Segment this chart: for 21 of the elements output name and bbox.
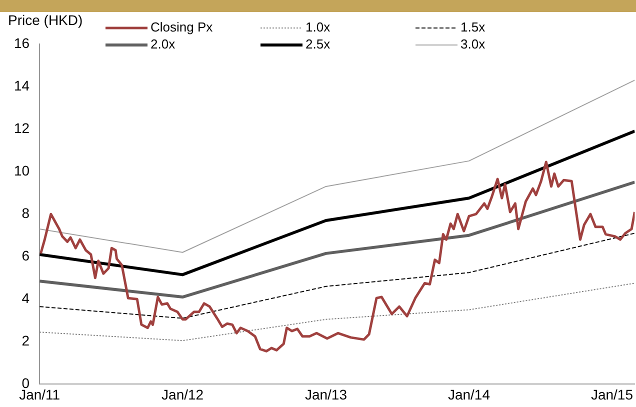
y-tick-label: 14: [14, 77, 30, 94]
y-tick-label: 4: [22, 290, 30, 306]
y-tick-label: 6: [22, 247, 30, 264]
legend-label: 1.0x: [306, 20, 331, 35]
legend-label: 3.0x: [460, 36, 486, 52]
x-tick-label: Jan/15: [590, 386, 634, 402]
line-series: [40, 232, 635, 319]
x-tick-label: Jan/12: [162, 386, 204, 402]
legend-label: 1.5x: [460, 20, 486, 35]
y-tick-label: 10: [14, 162, 30, 178]
x-tick-label: Jan/14: [448, 386, 490, 402]
y-tick-label: 2: [22, 332, 30, 349]
y-tick-label: 8: [22, 204, 30, 221]
y-axis-title: Price (HKD): [8, 12, 83, 28]
y-tick-label: 12: [14, 120, 30, 136]
line-series: [40, 282, 635, 342]
legend-label: 2.0x: [150, 36, 176, 52]
y-tick-label: 16: [14, 34, 30, 51]
x-tick-label: Jan/13: [304, 386, 348, 402]
legend-label: 2.5x: [306, 36, 331, 52]
legend-label: Closing Px: [150, 20, 214, 35]
